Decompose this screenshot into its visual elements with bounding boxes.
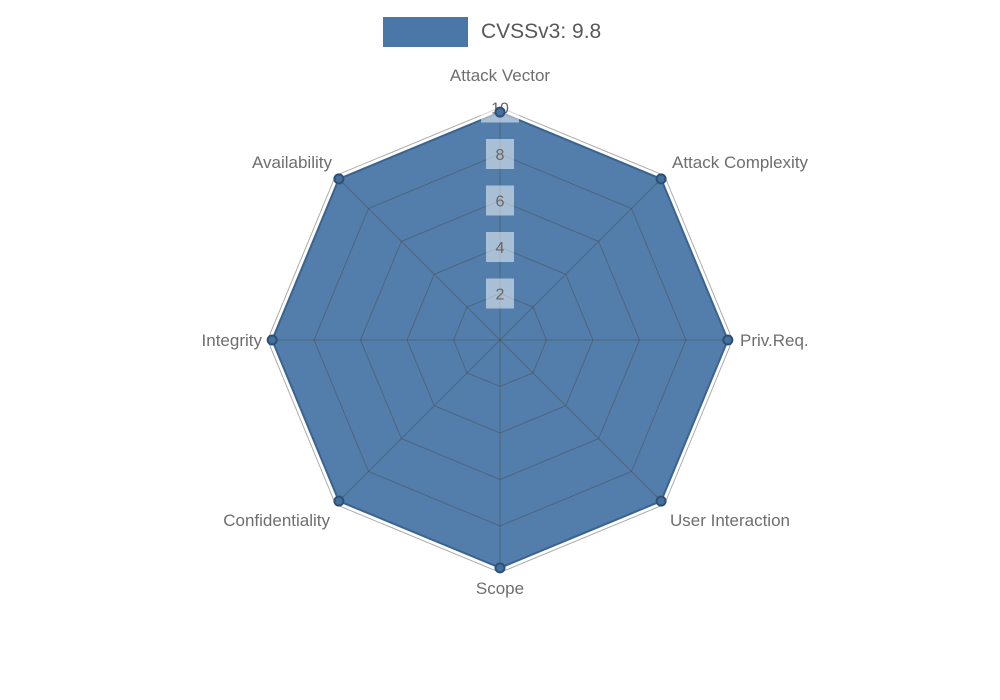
- data-point-0: [494, 106, 506, 118]
- grid-ring-4: [406, 246, 594, 434]
- tick-backdrop: [486, 232, 514, 262]
- axis-label-priv-req: Priv.Req.: [740, 331, 809, 350]
- axis-label-integrity: Integrity: [202, 331, 263, 350]
- data-point-7: [333, 173, 345, 185]
- grid-spoke: [335, 339, 501, 505]
- axis-label-confidentiality: Confidentiality: [223, 511, 330, 530]
- data-point-2: [722, 334, 734, 346]
- chart-legend[interactable]: CVSSv3: 9.8: [383, 17, 601, 47]
- grid-ring-2: [452, 292, 548, 388]
- tick-4: 4: [486, 232, 514, 262]
- data-point-5: [333, 495, 345, 507]
- legend-label: CVSSv3: 9.8: [481, 20, 602, 43]
- axis-label-scope: Scope: [476, 579, 524, 598]
- legend-swatch: [383, 17, 468, 47]
- axis-label-user-interaction: User Interaction: [670, 511, 790, 530]
- grid-ring-8: [313, 153, 687, 527]
- tick-value: 6: [496, 194, 505, 211]
- tick-value: 8: [496, 147, 505, 164]
- tick-2: 2: [486, 278, 514, 309]
- grid-ring-6: [359, 199, 641, 481]
- tick-6: 6: [486, 185, 514, 216]
- tick-backdrop: [486, 139, 514, 169]
- tick-backdrop: [486, 185, 514, 216]
- data-point-3: [655, 495, 667, 507]
- tick-8: 8: [486, 139, 514, 169]
- grid-spoke: [499, 175, 665, 341]
- grid-spoke: [499, 339, 665, 505]
- tick-value: 2: [496, 287, 505, 304]
- axis-labels: Attack Vector Attack Complexity Priv.Req…: [202, 66, 809, 598]
- data-points: [266, 106, 734, 574]
- data-point-6: [266, 334, 278, 346]
- data-point-4: [494, 562, 506, 574]
- tick-backdrop: [486, 278, 514, 309]
- data-point-1: [655, 173, 667, 185]
- axis-label-attack-complexity: Attack Complexity: [672, 153, 809, 172]
- axis-label-attack-vector: Attack Vector: [450, 66, 550, 85]
- axis-label-availability: Availability: [252, 153, 333, 172]
- grid-spoke: [335, 175, 501, 341]
- tick-value: 4: [496, 240, 505, 257]
